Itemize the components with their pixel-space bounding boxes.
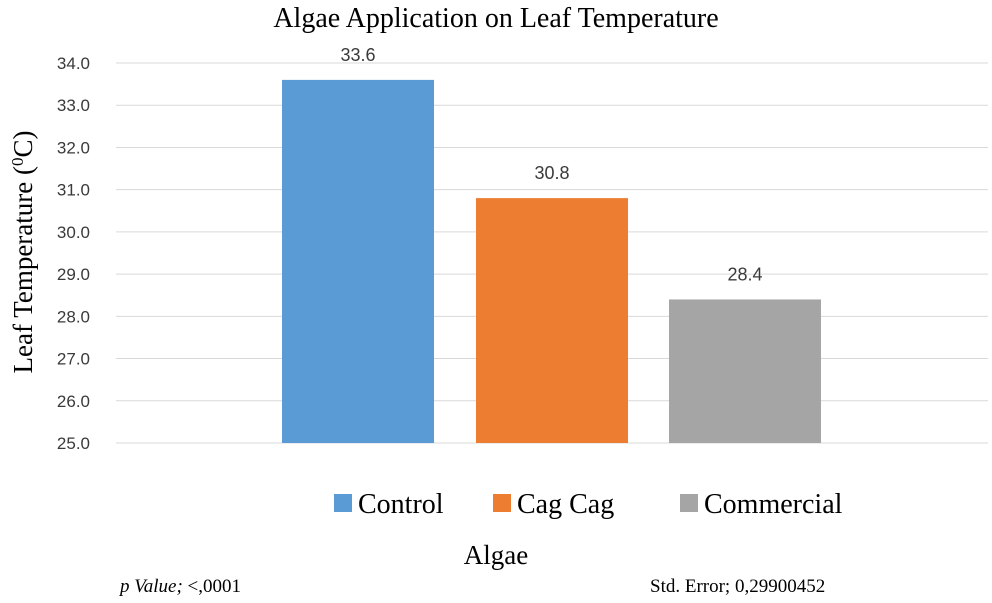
y-tick-label: 28.0 [57, 307, 90, 326]
bar [669, 299, 821, 443]
p-value-note: p Value; <,0001 [118, 576, 241, 597]
y-tick-label: 33.0 [57, 96, 90, 115]
p-value-value: <,0001 [183, 576, 241, 597]
data-label: 28.4 [727, 264, 762, 284]
legend-swatch [680, 494, 698, 512]
data-label: 30.8 [534, 163, 569, 183]
std-error-note: Std. Error; 0,29900452 [650, 576, 825, 597]
y-tick-label: 25.0 [57, 434, 90, 453]
data-label: 33.6 [340, 45, 375, 65]
y-tick-label: 29.0 [57, 265, 90, 284]
legend-label: Cag Cag [517, 489, 614, 520]
y-axis-title: Leaf Temperature (0C) [8, 131, 39, 374]
bar [476, 198, 628, 443]
y-axis-title-superscript: 0 [8, 158, 27, 167]
legend: Control Cag Cag Commercial [334, 489, 843, 520]
y-tick-label: 27.0 [57, 350, 90, 369]
y-tick-label: 26.0 [57, 392, 90, 411]
legend-swatch [334, 494, 352, 512]
bar [282, 79, 434, 443]
chart-title: Algae Application on Leaf Temperature [273, 3, 718, 34]
legend-label: Commercial [704, 489, 843, 520]
y-tick-label: 31.0 [57, 181, 90, 200]
y-axis-title-unit: C) [8, 131, 38, 158]
bars [282, 79, 821, 443]
y-tick-label: 34.0 [57, 54, 90, 73]
y-tick-label: 32.0 [57, 138, 90, 157]
legend-label: Control [358, 489, 444, 520]
legend-swatch [493, 494, 511, 512]
data-labels: 33.6 30.8 28.4 [340, 45, 762, 285]
y-axis-ticks: 25.0 26.0 27.0 28.0 29.0 30.0 31.0 32.0 33.0 34.0 [57, 54, 90, 453]
y-axis-title-main: Leaf Temperature ( [8, 166, 38, 373]
y-tick-label: 30.0 [57, 223, 90, 242]
x-axis-title: Algae [464, 540, 528, 570]
p-value-label: p Value; [118, 576, 183, 597]
